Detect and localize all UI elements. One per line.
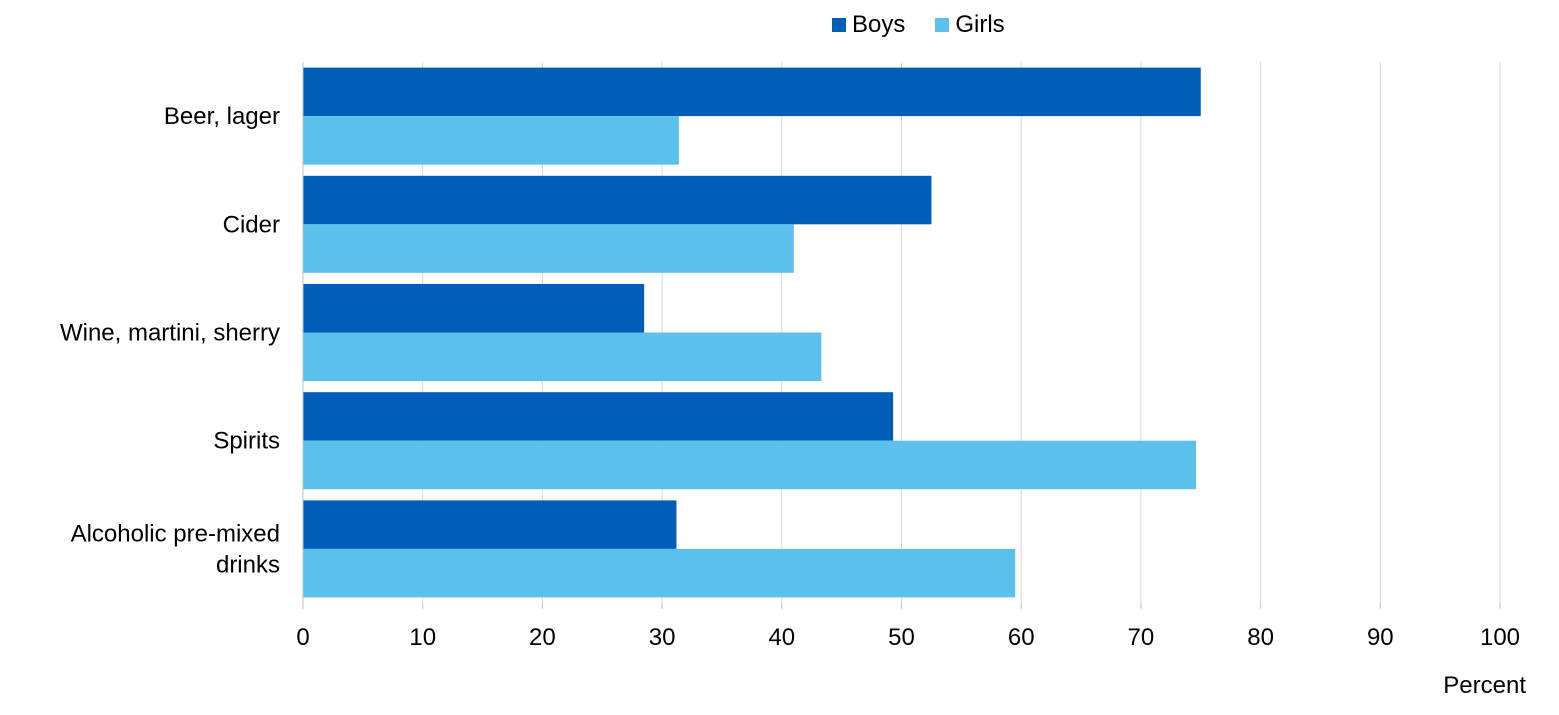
axes (302, 62, 1501, 609)
x-axis-title: Percent (1443, 672, 1526, 699)
x-tick-label: 60 (1008, 624, 1035, 651)
legend-swatch-girls (935, 18, 950, 32)
bar-girls (303, 332, 822, 381)
legend-swatch-boys (832, 18, 846, 32)
y-category-label: Spirits (213, 428, 280, 455)
bar-girls (303, 440, 1196, 490)
bar-girls (303, 116, 679, 165)
legend-item-boys: Boys (832, 11, 905, 39)
y-category-label: drinks (216, 551, 280, 578)
bar-boys (303, 67, 1201, 117)
bar-boys (303, 392, 894, 441)
y-category-label: Beer, lager (164, 103, 280, 130)
legend-label-boys: Boys (852, 11, 906, 38)
x-tick-label: 20 (529, 624, 556, 651)
y-category-label: Cider (223, 211, 280, 238)
x-tick-label: 10 (409, 624, 436, 651)
y-category-label: Alcoholic pre-mixed (71, 520, 280, 547)
x-tick-label: 30 (649, 624, 676, 651)
legend-label-girls: Girls (955, 11, 1005, 38)
legend-item-girls: Girls (935, 11, 1005, 39)
x-tick-label: 90 (1367, 624, 1394, 651)
x-tick-label: 50 (888, 624, 915, 651)
x-tick-label: 0 (296, 624, 309, 651)
bar-boys (303, 500, 677, 549)
bar-girls (303, 224, 794, 273)
bar-girls (303, 548, 1016, 598)
x-tick-label: 40 (768, 624, 795, 651)
x-tick-label: 100 (1480, 624, 1520, 651)
labels: 0 10 20 30 40 50 60 70 80 90 100 Beer, lager Cider Wi… (60, 103, 1520, 651)
x-tick-label: 70 (1128, 624, 1155, 651)
legend: Boys Girls (832, 11, 1035, 39)
y-category-label: Wine, martini, sherry (60, 320, 280, 347)
bar-boys (303, 284, 645, 333)
bar-boys (303, 175, 932, 225)
bars (303, 67, 1201, 598)
x-tick-label: 80 (1247, 624, 1274, 651)
